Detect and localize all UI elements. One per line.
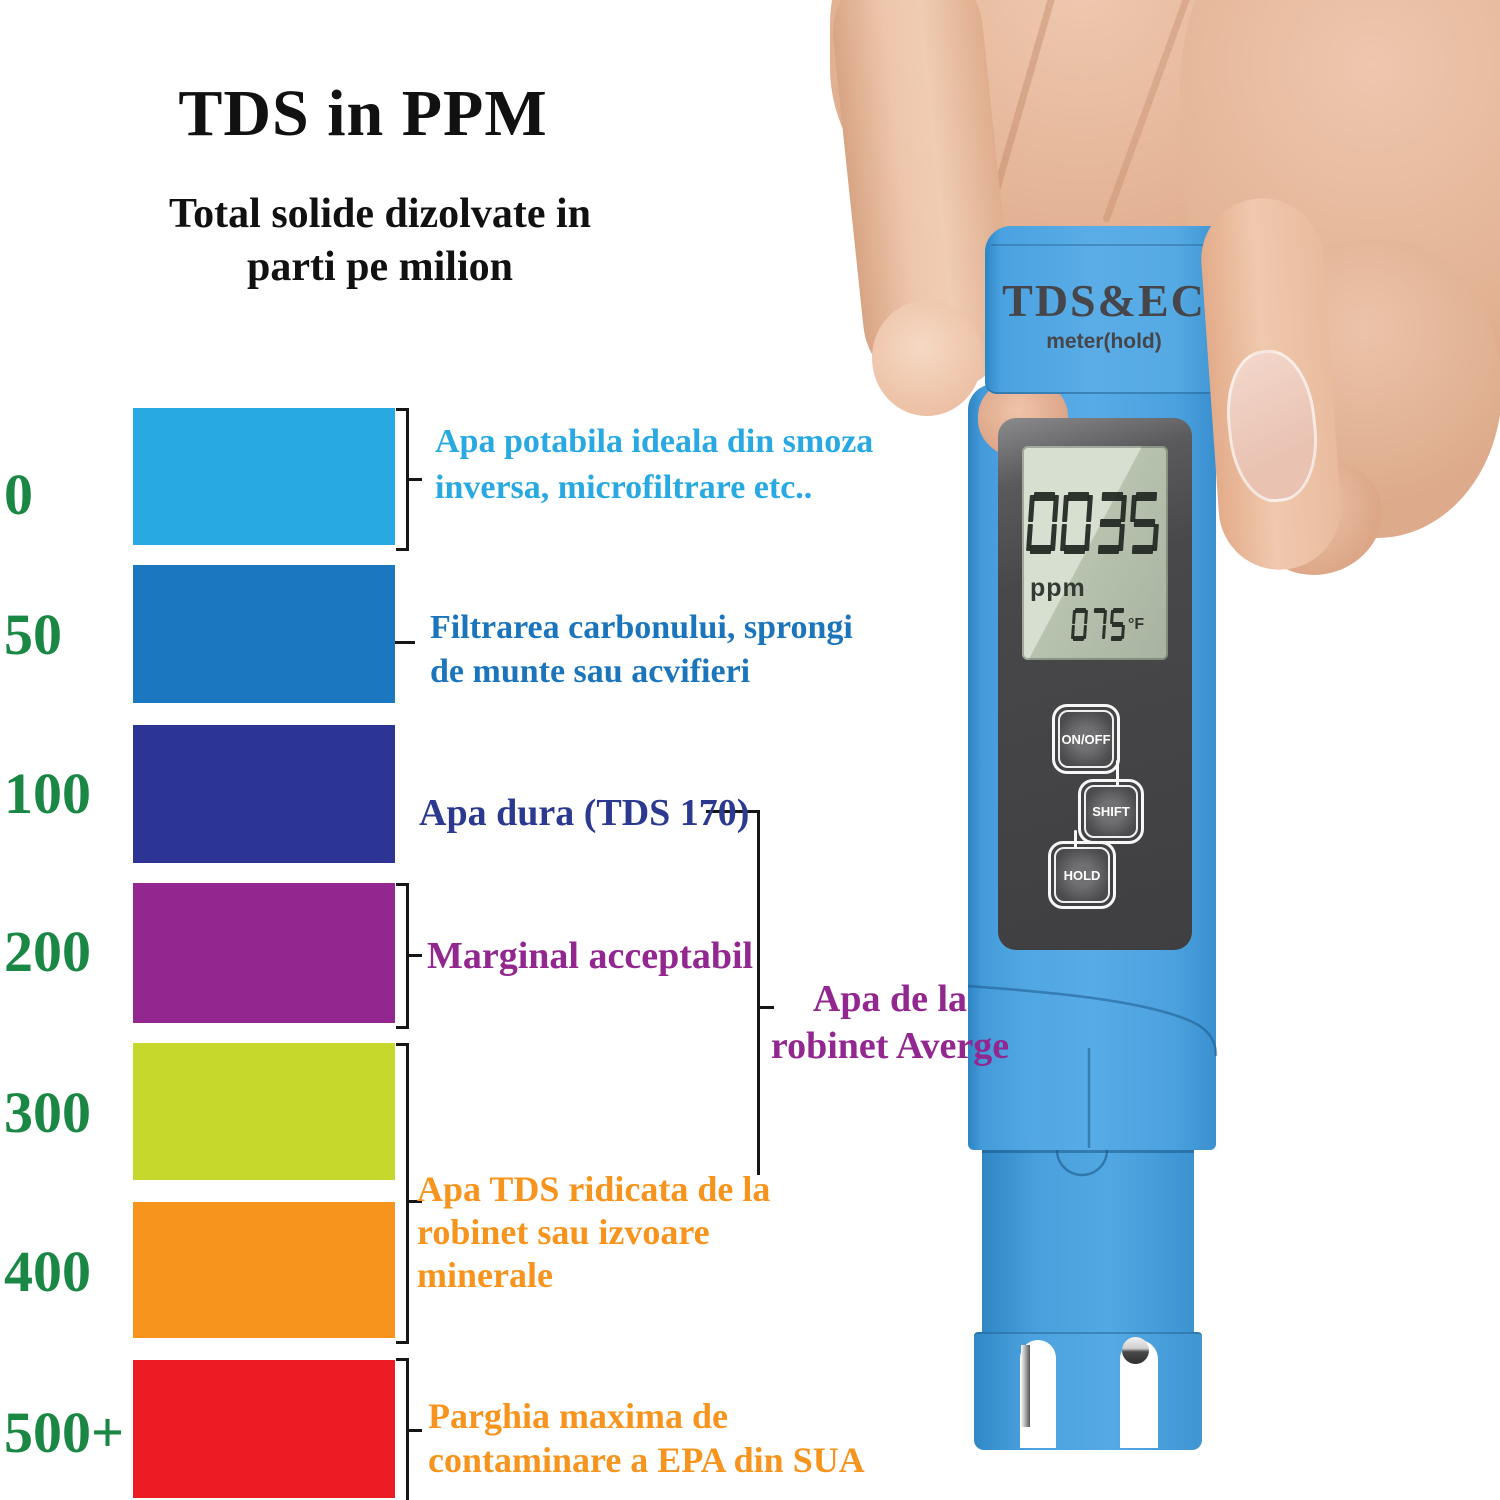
bracket-marginal: [396, 883, 422, 1029]
shift-button-label: SHIFT: [1084, 785, 1138, 838]
desc-line: de munte sau acvifieri: [430, 653, 751, 690]
brand-label: TDS&EC: [1002, 275, 1206, 326]
scale-bar-400: [133, 1202, 395, 1338]
lcd-reading: [1026, 492, 1166, 554]
scale-label-0: 0: [4, 462, 33, 527]
on-off-button-label: ON/OFF: [1058, 710, 1114, 768]
scale-label-50: 50: [4, 602, 62, 667]
desc-hard-water: Apa dura (TDS 170): [419, 792, 750, 834]
meter-probe-collar: [982, 1150, 1194, 1337]
desc-line: Apa potabila ideala din smoza: [435, 423, 874, 460]
scale-bar-500: [133, 1360, 395, 1498]
desc-line: Parghia maxima de: [428, 1396, 728, 1436]
probe-electrode-pin: [1122, 1337, 1149, 1364]
desc-tap-average: Apa de la robinet Averge: [740, 976, 1040, 1070]
button-outline-link: [1116, 760, 1119, 786]
desc-ideal-water: Apa potabila ideala din smoza inversa, m…: [435, 419, 873, 511]
scale-bar-hard: [133, 725, 395, 863]
lcd-unit-label: ppm: [1030, 574, 1086, 602]
bracket-tap-average: [706, 810, 774, 1175]
lcd-screen: ppm °F: [1022, 446, 1168, 660]
tick-filtered: [395, 641, 415, 644]
finger-tip-pad: [872, 300, 982, 416]
lcd-temp-unit-label: °F: [1128, 616, 1145, 633]
desc-filtered-water: Filtrarea carbonului, sprongi de munte s…: [430, 606, 853, 694]
scale-label-200: 200: [4, 919, 91, 984]
scale-bar-300: [133, 1043, 395, 1180]
desc-line: Filtrarea carbonului, sprongi: [430, 609, 853, 646]
scale-label-300: 300: [4, 1080, 91, 1145]
page-title: TDS in PPM: [178, 77, 548, 150]
bracket-epa: [396, 1358, 422, 1500]
desc-line: Apa TDS ridicata de la: [417, 1169, 771, 1209]
scale-label-500: 500+: [4, 1400, 125, 1465]
brand-sub-label: meter(hold): [1046, 330, 1162, 353]
shift-button: SHIFT: [1078, 779, 1144, 844]
desc-line: robinet sau izvoare: [417, 1212, 710, 1252]
hold-button: HOLD: [1048, 841, 1116, 909]
on-off-button: ON/OFF: [1052, 704, 1120, 774]
desc-line: inversa, microfiltrare etc..: [435, 469, 813, 506]
meter-probe: [974, 1332, 1202, 1450]
desc-marginal: Marginal acceptabil: [427, 935, 754, 977]
meter-top-cap: TDS&EC meter(hold): [985, 226, 1225, 394]
page-subtitle: Total solide dizolvate in parti pe milio…: [95, 188, 665, 294]
subtitle-line: Total solide dizolvate in: [169, 191, 591, 237]
probe-electrode-strip: [1021, 1345, 1030, 1427]
button-outline-link: [1074, 830, 1077, 848]
bracket-high-tds: [396, 1043, 422, 1344]
lcd-temperature: [1070, 608, 1130, 641]
desc-line: contaminare a EPA din SUA: [428, 1440, 865, 1480]
hold-button-label: HOLD: [1054, 847, 1110, 903]
desc-line: Apa de la: [812, 978, 968, 1020]
scale-bar-ideal: [133, 408, 395, 545]
desc-line: robinet Averge: [770, 1025, 1010, 1067]
scale-bar-marginal: [133, 883, 395, 1023]
desc-epa-max: Parghia maxima de contaminare a EPA din …: [428, 1394, 865, 1482]
scale-bar-filtered: [133, 565, 395, 703]
desc-high-tds: Apa TDS ridicata de la robinet sau izvoa…: [417, 1168, 770, 1297]
scale-label-100: 100: [4, 761, 91, 826]
bracket-ideal: [396, 408, 422, 551]
subtitle-line: parti pe milion: [246, 244, 513, 290]
desc-line: minerale: [417, 1255, 553, 1295]
scale-label-400: 400: [4, 1239, 91, 1304]
